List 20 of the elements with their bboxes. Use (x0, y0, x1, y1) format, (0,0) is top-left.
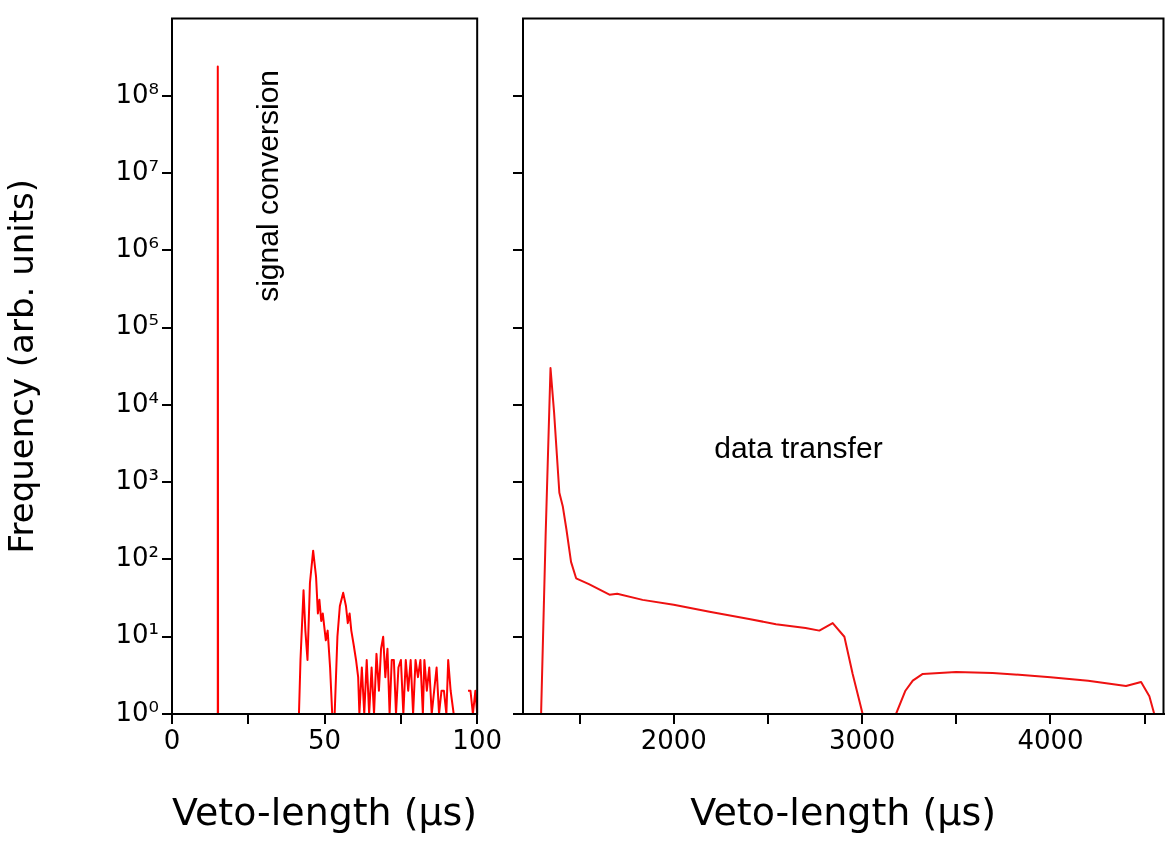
y-tick-label: 10⁶ (115, 233, 159, 264)
y-tick-label: 10² (115, 542, 159, 573)
annotation: data transfer (714, 431, 883, 465)
y-axis-title: Frequency (arb. units) (1, 179, 42, 554)
x-tick-label: 3000 (829, 725, 896, 756)
x-axis-title: Veto-length (µs) (172, 790, 478, 835)
x-tick-label: 2000 (640, 725, 707, 756)
y-tick-label: 10¹ (115, 619, 159, 650)
annotation: signal conversion (250, 70, 284, 302)
y-tick-label: 10⁴ (115, 387, 159, 418)
x-tick-label: 100 (452, 725, 503, 756)
y-tick-label: 10⁷ (115, 155, 159, 186)
x-tick-label: 50 (308, 725, 342, 756)
y-tick-label: 10³ (115, 464, 159, 495)
y-tick-label: 10⁵ (115, 310, 159, 341)
y-tick-label: 10⁸ (115, 78, 159, 109)
x-tick-label: 4000 (1017, 725, 1084, 756)
y-tick-label: 10⁰ (115, 696, 159, 727)
x-tick-label: 0 (163, 725, 181, 756)
x-axis-title: Veto-length (µs) (690, 790, 997, 835)
